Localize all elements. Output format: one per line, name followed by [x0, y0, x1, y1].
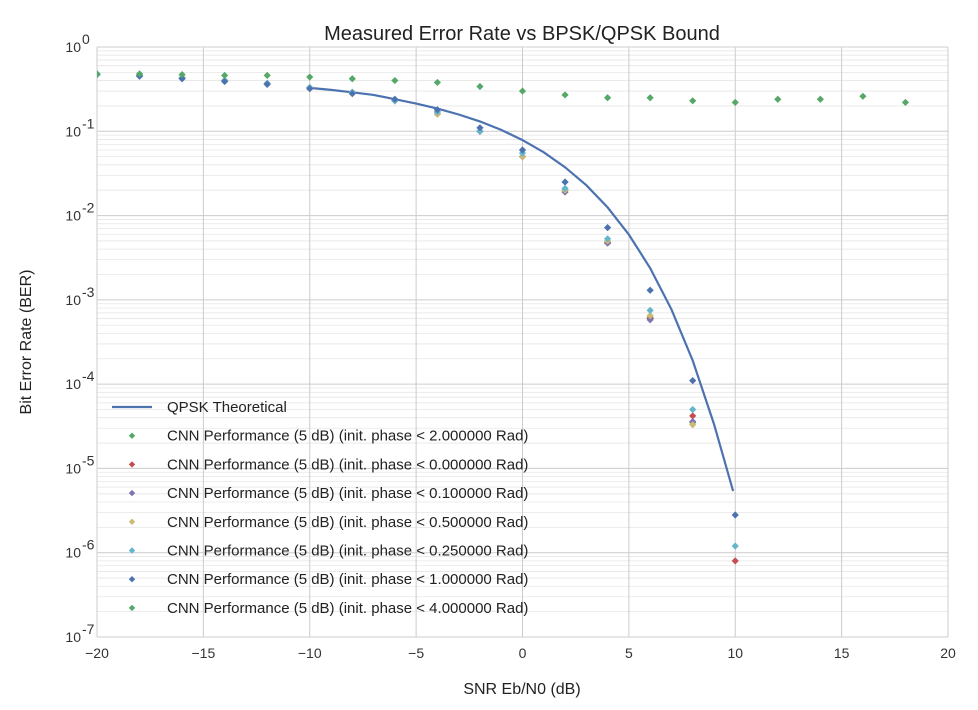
y-tick-label: 10	[65, 208, 81, 224]
data-point	[731, 557, 739, 565]
data-point	[561, 184, 569, 193]
legend-label: CNN Performance (5 dB) (init. phase < 0.…	[167, 456, 528, 473]
data-point	[433, 78, 441, 87]
x-axis-ticks: −20 −15 −10 −5 0 5 10 15 20	[85, 645, 956, 661]
data-point	[306, 85, 314, 93]
legend-label: CNN Performance (5 dB) (init. phase < 4.…	[167, 600, 528, 617]
y-tick-label: 10	[65, 460, 81, 476]
y-tick-exponent: -6	[82, 537, 95, 553]
y-tick-exponent: -2	[82, 200, 95, 216]
y-tick-exponent: -1	[82, 115, 95, 131]
data-point	[646, 306, 654, 314]
y-tick-exponent: -4	[82, 368, 95, 384]
data-point	[816, 95, 824, 103]
legend-label: CNN Performance (5 dB) (init. phase < 1.…	[167, 571, 528, 588]
data-point	[604, 94, 612, 102]
data-point	[646, 312, 654, 320]
x-tick-label: 0	[519, 645, 527, 661]
y-tick-exponent: -3	[82, 284, 95, 300]
data-point	[859, 92, 867, 100]
y-tick-label: 10	[65, 39, 81, 55]
data-point	[306, 73, 314, 81]
data-point	[433, 106, 441, 114]
data-point	[731, 98, 739, 107]
x-tick-label: −20	[85, 645, 109, 661]
x-tick-label: 5	[625, 645, 633, 661]
data-point	[561, 91, 569, 99]
y-tick-exponent: -5	[82, 452, 95, 468]
data-point	[391, 95, 399, 103]
y-tick-exponent: 0	[82, 31, 90, 47]
y-tick-label: 10	[65, 292, 81, 308]
data-point	[135, 70, 144, 78]
data-point	[731, 511, 739, 519]
legend-marker	[128, 432, 136, 439]
data-point	[263, 71, 271, 80]
series-line-qpsk-theoretical	[309, 86, 735, 492]
data-point	[646, 316, 654, 324]
data-point	[178, 75, 186, 83]
x-axis-label: SNR Eb/N0 (dB)	[463, 681, 580, 698]
x-tick-label: 10	[727, 645, 743, 661]
data-point	[178, 71, 186, 79]
y-tick-exponent: -7	[82, 621, 95, 637]
series-6	[97, 70, 739, 519]
legend-label: QPSK Theoretical	[167, 399, 287, 416]
data-point	[476, 82, 484, 91]
legend-label: CNN Performance (5 dB) (init. phase < 0.…	[167, 543, 528, 560]
data-point	[221, 77, 229, 86]
legend-label: CNN Performance (5 dB) (init. phase < 2.…	[167, 428, 528, 445]
data-point	[518, 146, 527, 154]
y-tick-label: 10	[65, 376, 81, 392]
data-point	[689, 405, 697, 414]
series-7	[97, 70, 910, 107]
data-point	[731, 542, 739, 550]
chart-title: Measured Error Rate vs BPSK/QPSK Bound	[324, 23, 720, 45]
y-axis-label: Bit Error Rate (BER)	[18, 270, 35, 415]
data-point	[689, 377, 697, 385]
data-point	[263, 80, 271, 88]
y-tick-label: 10	[65, 123, 81, 139]
x-tick-label: −5	[408, 645, 424, 661]
data-point	[391, 76, 399, 85]
x-tick-label: 15	[834, 645, 850, 661]
data-point	[901, 98, 910, 107]
legend-marker	[128, 518, 136, 525]
legend: QPSK Theoretical CNN Performance (5 dB) (…	[112, 399, 528, 617]
y-tick-label: 10	[65, 629, 81, 645]
x-tick-label: −10	[298, 645, 322, 661]
legend-label: CNN Performance (5 dB) (init. phase < 0.…	[167, 485, 528, 502]
series-layer	[97, 70, 910, 565]
data-point	[561, 178, 569, 186]
legend-marker	[128, 461, 136, 468]
y-tick-label: 10	[65, 545, 81, 561]
legend-label: CNN Performance (5 dB) (init. phase < 0.…	[167, 514, 528, 531]
data-point	[97, 70, 101, 78]
legend-marker	[128, 547, 136, 554]
data-point	[348, 75, 356, 83]
data-point	[221, 71, 229, 80]
grid	[96, 46, 949, 638]
data-point	[689, 412, 697, 420]
data-point	[518, 87, 527, 95]
data-point	[689, 421, 697, 429]
data-point	[774, 95, 782, 103]
legend-marker	[128, 489, 136, 497]
data-point	[689, 97, 697, 105]
data-point	[604, 235, 612, 243]
data-point	[348, 89, 356, 98]
legend-marker	[128, 576, 136, 583]
data-point	[646, 94, 654, 102]
x-tick-label: 20	[940, 645, 956, 661]
data-point	[604, 223, 612, 232]
legend-marker	[128, 604, 136, 612]
x-tick-label: −15	[192, 645, 216, 661]
data-point	[646, 286, 654, 294]
data-point	[476, 124, 484, 132]
